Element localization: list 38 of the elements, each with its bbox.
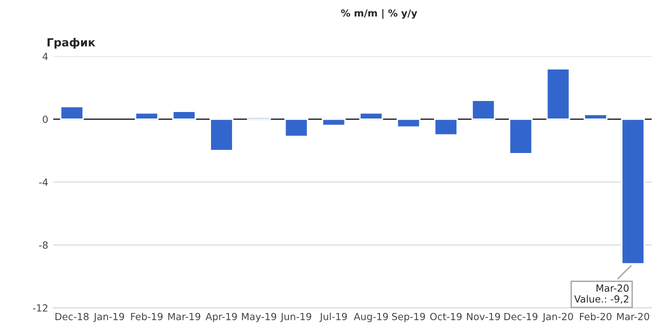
annotation: Mar-20 Value.: -9,2 (574, 284, 629, 304)
bar (359, 112, 384, 120)
y-tick-label: 0 (42, 116, 48, 123)
bar (172, 110, 196, 120)
chart-title: График (48, 38, 96, 49)
bar (508, 118, 533, 154)
x-tick-label: May-19 (242, 312, 276, 322)
bar (471, 100, 496, 120)
x-tick-label: Dec-19 (504, 312, 538, 320)
x-tick-label: Feb-20 (580, 312, 612, 320)
x-tick-label: Jul-19 (319, 312, 347, 322)
x-tick-label: Apr-19 (206, 312, 237, 322)
bar (584, 114, 608, 120)
x-tick-label: Jan-20 (542, 312, 573, 322)
bar (60, 106, 84, 120)
y-tick-label: -4 (39, 178, 48, 186)
y-tick-label: -8 (39, 241, 48, 249)
x-tick-label: Aug-19 (354, 312, 388, 322)
x-tick-label: Sep-19 (392, 312, 425, 322)
y-tick-label: -12 (32, 304, 48, 312)
bar (621, 118, 645, 264)
bar (396, 118, 420, 128)
x-tick-label: Jun-19 (280, 312, 312, 322)
x-tick-label: Jan-19 (93, 312, 124, 322)
x-tick-label: Dec-18 (56, 312, 89, 320)
bar (322, 118, 346, 126)
bar (546, 68, 570, 120)
x-tick-label: Mar-20 (617, 312, 650, 320)
x-tick-label: Nov-19 (467, 312, 500, 320)
y-tick-label: 4 (42, 52, 48, 60)
bar (434, 118, 458, 136)
x-tick-label: Oct-19 (430, 312, 462, 320)
bar (284, 118, 308, 138)
x-tick-label: Feb-19 (131, 312, 163, 320)
bar (210, 118, 234, 152)
bar (134, 112, 159, 120)
chart-subtitle: % m/m | % y/y (341, 9, 418, 19)
x-tick-label: Mar-19 (168, 312, 200, 320)
